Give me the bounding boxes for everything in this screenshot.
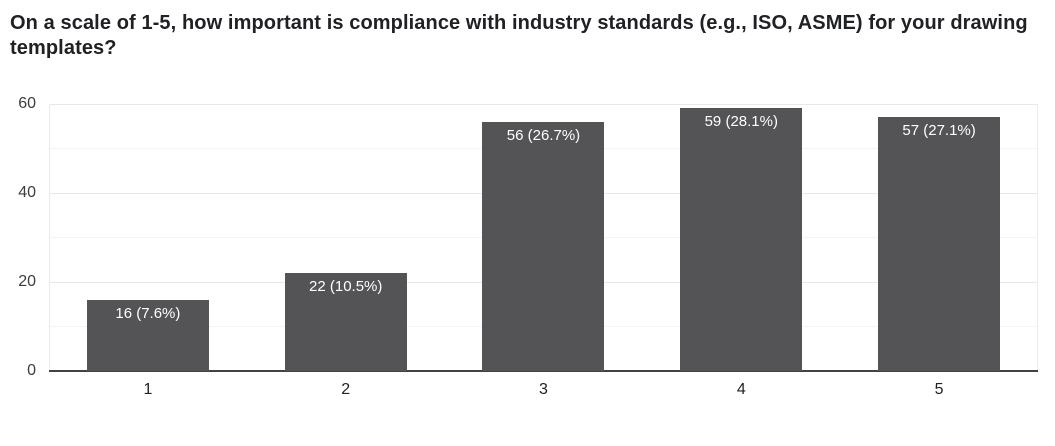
x-tick-label: 3 <box>539 381 548 398</box>
bar-value-label: 57 (27.1%) <box>902 122 976 140</box>
bar-band: 56 (26.7%) <box>445 104 643 371</box>
y-tick-label: 0 <box>27 362 36 379</box>
x-tick-label: 1 <box>143 381 153 398</box>
x-tick-label: 5 <box>934 381 944 398</box>
gridline-major <box>49 104 1038 105</box>
bar-value-label: 22 (10.5%) <box>309 278 383 296</box>
plot-area: 16 (7.6%) 22 (10.5%) 56 (26.7%) 59 (28.1%) 5… <box>49 104 1038 372</box>
plot-border <box>49 104 50 371</box>
y-tick-label: 60 <box>18 95 36 112</box>
x-tick-label: 4 <box>736 381 746 398</box>
bar-band: 57 (27.1%) <box>840 104 1038 371</box>
bar-band: 16 (7.6%) <box>49 104 247 371</box>
bar-value-label: 59 (28.1%) <box>704 113 778 131</box>
bar-band: 59 (28.1%) <box>642 104 840 371</box>
y-tick-label: 20 <box>18 273 36 290</box>
bar: 57 (27.1%) <box>878 117 1001 371</box>
bar: 16 (7.6%) <box>86 299 209 371</box>
plot-border <box>1037 104 1038 371</box>
bar: 59 (28.1%) <box>680 108 803 371</box>
bar: 56 (26.7%) <box>482 121 605 371</box>
x-tick-label: 2 <box>341 381 351 398</box>
bar: 22 (10.5%) <box>284 273 407 371</box>
question-title: On a scale of 1-5, how important is comp… <box>10 12 1028 59</box>
bar-band: 22 (10.5%) <box>247 104 445 371</box>
bar-value-label: 56 (26.7%) <box>506 126 581 144</box>
x-axis-line <box>49 370 1038 372</box>
y-tick-label: 40 <box>18 184 36 201</box>
bar-value-label: 16 (7.6%) <box>115 304 181 322</box>
